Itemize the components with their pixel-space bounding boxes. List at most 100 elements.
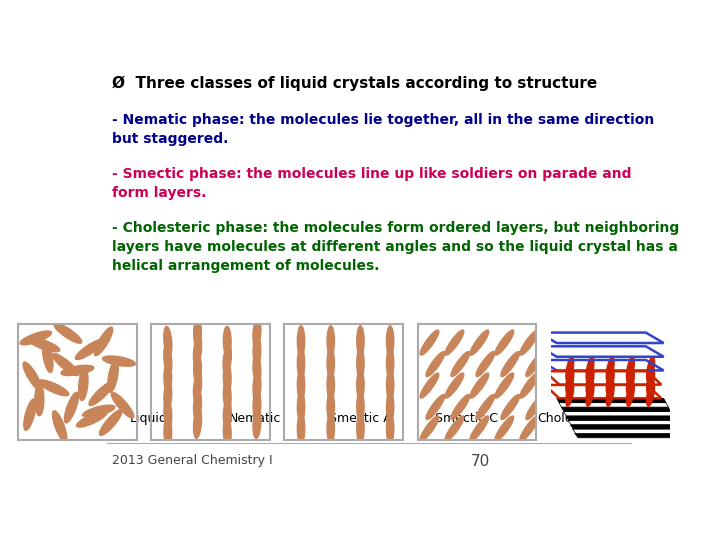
Ellipse shape [356,413,364,444]
Text: Cholesteric: Cholesteric [538,412,608,425]
Ellipse shape [356,392,364,422]
Ellipse shape [194,390,202,420]
Ellipse shape [647,369,654,394]
Ellipse shape [297,326,305,356]
Ellipse shape [253,336,261,366]
Ellipse shape [164,417,171,447]
Ellipse shape [566,381,574,406]
Ellipse shape [520,416,539,441]
Ellipse shape [194,336,202,366]
Ellipse shape [495,330,513,355]
Ellipse shape [626,357,634,382]
Ellipse shape [20,331,52,345]
Text: Nematic: Nematic [228,412,281,425]
Ellipse shape [470,330,489,355]
Ellipse shape [297,348,305,379]
Ellipse shape [420,330,438,355]
Polygon shape [575,434,685,438]
Ellipse shape [99,410,122,435]
Ellipse shape [223,381,231,411]
Ellipse shape [420,373,438,398]
Ellipse shape [566,369,574,394]
Ellipse shape [356,326,364,356]
Ellipse shape [223,362,231,393]
Ellipse shape [78,368,88,401]
Ellipse shape [445,373,464,398]
Ellipse shape [526,395,544,420]
Polygon shape [570,424,680,429]
Ellipse shape [451,395,469,420]
Ellipse shape [327,348,334,379]
Ellipse shape [76,411,107,427]
Ellipse shape [194,408,202,438]
Ellipse shape [387,348,394,379]
Ellipse shape [626,369,634,394]
Ellipse shape [495,373,513,398]
Ellipse shape [42,341,53,373]
Ellipse shape [94,327,113,356]
Ellipse shape [520,330,539,355]
Ellipse shape [606,381,614,406]
Ellipse shape [223,345,231,375]
Ellipse shape [566,357,574,382]
Ellipse shape [164,381,172,411]
Ellipse shape [253,390,261,420]
Ellipse shape [53,354,78,376]
Ellipse shape [470,373,489,398]
Ellipse shape [356,369,364,400]
Polygon shape [559,403,668,407]
Ellipse shape [476,395,495,420]
Ellipse shape [35,383,44,416]
Ellipse shape [327,326,334,356]
Ellipse shape [194,354,202,384]
Ellipse shape [297,413,305,444]
Ellipse shape [89,382,113,406]
Ellipse shape [470,416,489,441]
Polygon shape [566,416,675,420]
Ellipse shape [387,326,394,356]
Ellipse shape [387,392,394,422]
Ellipse shape [426,352,445,376]
Ellipse shape [23,362,42,390]
Text: - Nematic phase: the molecules lie together, all in the same direction
but stagg: - Nematic phase: the molecules lie toget… [112,113,654,146]
Text: - Smectic phase: the molecules line up like soldiers on parade and
form layers.: - Smectic phase: the molecules line up l… [112,167,632,200]
Ellipse shape [223,417,231,447]
Ellipse shape [164,362,171,393]
Ellipse shape [53,411,67,442]
Polygon shape [564,411,673,416]
Ellipse shape [253,354,261,384]
Ellipse shape [501,352,520,376]
Text: 70: 70 [471,454,490,469]
Ellipse shape [223,326,231,356]
Ellipse shape [327,392,334,422]
Ellipse shape [297,392,305,422]
Ellipse shape [420,416,438,441]
Ellipse shape [28,338,60,352]
Ellipse shape [253,318,261,348]
Ellipse shape [586,357,594,382]
Ellipse shape [647,357,654,382]
Ellipse shape [445,416,464,441]
Ellipse shape [451,352,469,376]
Ellipse shape [387,413,394,444]
Ellipse shape [163,326,172,356]
Ellipse shape [626,381,634,406]
Ellipse shape [61,365,94,376]
Ellipse shape [83,405,115,417]
Text: Ø  Three classes of liquid crystals according to structure: Ø Three classes of liquid crystals accor… [112,75,598,91]
Ellipse shape [163,345,172,375]
Polygon shape [561,407,671,411]
Ellipse shape [108,360,118,392]
Ellipse shape [606,357,614,382]
Ellipse shape [194,318,202,348]
Ellipse shape [102,356,135,366]
Ellipse shape [76,340,103,360]
Ellipse shape [164,399,172,429]
Text: Smectic A: Smectic A [329,412,392,425]
Ellipse shape [38,380,69,396]
Ellipse shape [501,395,520,420]
Ellipse shape [327,413,334,444]
Ellipse shape [606,369,614,394]
Polygon shape [572,429,683,434]
Ellipse shape [647,381,654,406]
